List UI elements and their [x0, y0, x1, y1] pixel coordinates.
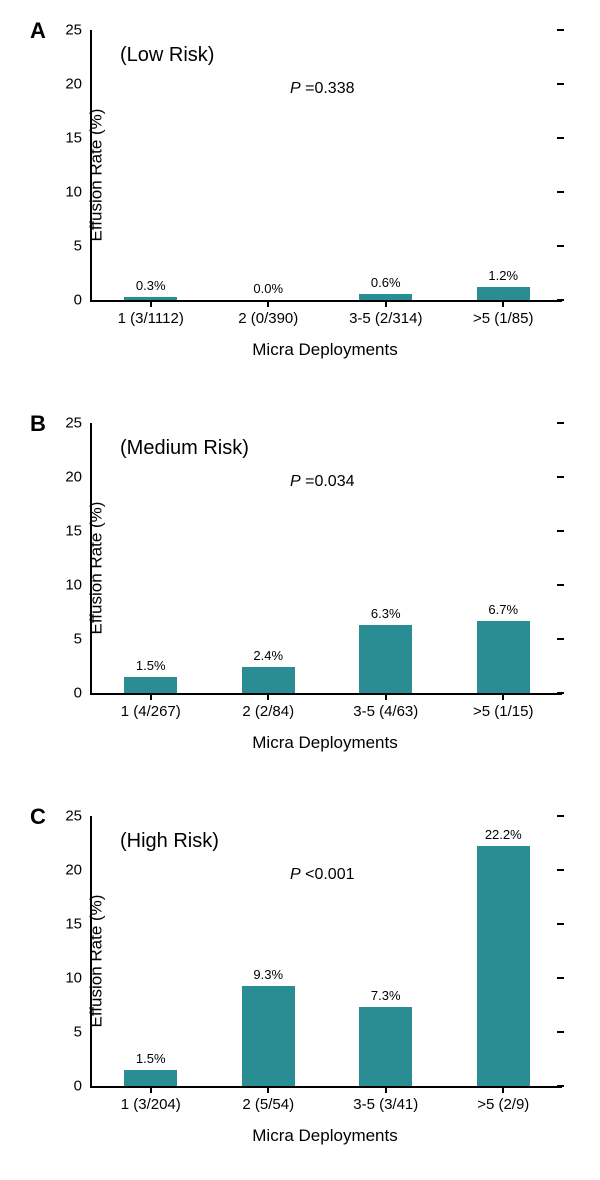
bar-value-label: 6.7%: [488, 602, 518, 621]
ytick-mark: [557, 530, 564, 532]
bar-value-label: 2.4%: [253, 648, 283, 667]
y-axis-label: Effusion Rate (%): [86, 502, 106, 635]
panel-c: C(High Risk)P <0.00105101520251 (3/204)1…: [0, 786, 600, 1179]
bar-value-label: 0.0%: [253, 281, 283, 300]
bar-value-label: 1.2%: [488, 268, 518, 287]
panel-a: A(Low Risk)P =0.33805101520251 (3/1112)0…: [0, 0, 600, 393]
ytick-mark: [557, 29, 564, 31]
bar-value-label: 7.3%: [371, 988, 401, 1007]
xtick-label: 2 (2/84): [242, 693, 294, 720]
ytick-label: 25: [65, 808, 92, 825]
y-axis-label: Effusion Rate (%): [86, 895, 106, 1028]
bar-value-label: 9.3%: [253, 967, 283, 986]
ytick-mark: [557, 422, 564, 424]
xtick-label: 3-5 (2/314): [349, 300, 422, 327]
xtick-label: 1 (3/204): [121, 1086, 181, 1113]
bar-value-label: 0.6%: [371, 275, 401, 294]
bar: 7.3%: [359, 1007, 412, 1086]
xtick-label: 2 (0/390): [238, 300, 298, 327]
ytick-label: 0: [74, 685, 92, 702]
xtick-label: 2 (5/54): [242, 1086, 294, 1113]
panel-label: C: [30, 804, 46, 830]
bar-value-label: 6.3%: [371, 606, 401, 625]
ytick-mark: [557, 83, 564, 85]
ytick-mark: [557, 476, 564, 478]
bar: 1.2%: [477, 287, 530, 300]
bar: 2.4%: [242, 667, 295, 693]
ytick-label: 25: [65, 22, 92, 39]
xtick-label: 1 (4/267): [121, 693, 181, 720]
ytick-mark: [557, 977, 564, 979]
ytick-label: 20: [65, 76, 92, 93]
x-axis-label: Micra Deployments: [90, 1126, 560, 1146]
ytick-mark: [557, 584, 564, 586]
bar-value-label: 22.2%: [485, 827, 522, 846]
xtick-label: >5 (2/9): [477, 1086, 529, 1113]
ytick-mark: [557, 815, 564, 817]
bar: 6.7%: [477, 621, 530, 693]
xtick-label: 3-5 (3/41): [353, 1086, 418, 1113]
ytick-mark: [557, 137, 564, 139]
ytick-mark: [557, 1085, 564, 1087]
bar: 6.3%: [359, 625, 412, 693]
y-axis-label: Effusion Rate (%): [86, 109, 106, 242]
plot-area: 05101520251 (3/1112)0.3%2 (0/390)0.0%3-5…: [90, 30, 562, 302]
xtick-label: >5 (1/85): [473, 300, 533, 327]
ytick-mark: [557, 692, 564, 694]
x-axis-label: Micra Deployments: [90, 733, 560, 753]
bar: 1.5%: [124, 677, 177, 693]
ytick-mark: [557, 869, 564, 871]
ytick-mark: [557, 245, 564, 247]
plot-area: 05101520251 (4/267)1.5%2 (2/84)2.4%3-5 (…: [90, 423, 562, 695]
panel-b: B(Medium Risk)P =0.03405101520251 (4/267…: [0, 393, 600, 786]
ytick-mark: [557, 638, 564, 640]
xtick-label: 3-5 (4/63): [353, 693, 418, 720]
bar: 0.3%: [124, 297, 177, 300]
bar-value-label: 0.3%: [136, 278, 166, 297]
bar: 22.2%: [477, 846, 530, 1086]
bar: 9.3%: [242, 986, 295, 1086]
ytick-label: 25: [65, 415, 92, 432]
ytick-label: 0: [74, 1078, 92, 1095]
ytick-mark: [557, 299, 564, 301]
plot-area: 05101520251 (3/204)1.5%2 (5/54)9.3%3-5 (…: [90, 816, 562, 1088]
ytick-mark: [557, 1031, 564, 1033]
ytick-mark: [557, 923, 564, 925]
bar: 1.5%: [124, 1070, 177, 1086]
figure: A(Low Risk)P =0.33805101520251 (3/1112)0…: [0, 0, 600, 1180]
bar-value-label: 1.5%: [136, 658, 166, 677]
ytick-label: 20: [65, 862, 92, 879]
panel-label: A: [30, 18, 46, 44]
xtick-label: 1 (3/1112): [118, 300, 184, 327]
ytick-label: 0: [74, 292, 92, 309]
bar: 0.6%: [359, 294, 412, 300]
bar-value-label: 1.5%: [136, 1051, 166, 1070]
panel-label: B: [30, 411, 46, 437]
xtick-label: >5 (1/15): [473, 693, 533, 720]
x-axis-label: Micra Deployments: [90, 340, 560, 360]
ytick-mark: [557, 191, 564, 193]
ytick-label: 20: [65, 469, 92, 486]
